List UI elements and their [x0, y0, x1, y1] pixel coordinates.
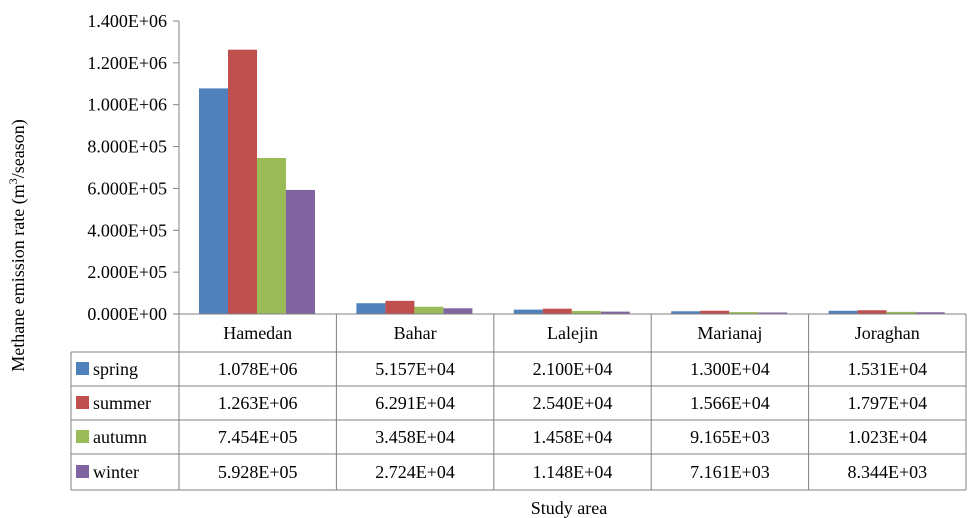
bar-spring — [671, 311, 701, 314]
data-label: 1.148E+04 — [533, 462, 613, 482]
bar-autumn — [729, 312, 759, 314]
y-axis: 0.000E+00 2.000E+05 4.000E+05 6.000E+05 8.00… — [87, 11, 180, 324]
bar-summer — [228, 49, 257, 314]
data-label: 1.797E+04 — [847, 393, 927, 413]
y-tick-label: 1.400E+06 — [87, 11, 167, 31]
y-axis-label-text-end: /season) — [8, 119, 29, 178]
data-label: 1.531E+04 — [847, 359, 927, 379]
y-axis-label-text: Methane emission rate (m — [8, 184, 29, 371]
data-label: 3.458E+04 — [375, 427, 455, 447]
legend-label-autumn: autumn — [93, 427, 147, 447]
x-tick-label: Bahar — [394, 323, 437, 343]
bars — [199, 49, 945, 314]
bar-summer — [857, 310, 887, 314]
legend-swatch-winter — [76, 465, 89, 478]
data-label: 7.161E+03 — [690, 462, 770, 482]
data-label: 1.263E+06 — [218, 393, 298, 413]
data-label: 1.458E+04 — [533, 427, 613, 447]
bar-spring — [199, 88, 228, 314]
bar-winter — [286, 189, 315, 314]
legend-swatch-summer — [76, 396, 89, 409]
y-tick-label: 8.000E+05 — [87, 137, 167, 157]
bar-spring — [513, 309, 543, 314]
data-label: 5.928E+05 — [218, 462, 298, 482]
y-tick-label: 1.200E+06 — [87, 53, 167, 73]
y-tick-label: 4.000E+05 — [87, 220, 167, 240]
data-label: 8.344E+03 — [847, 462, 927, 482]
x-tick-label: Joraghan — [855, 323, 920, 343]
data-label: 2.100E+04 — [533, 359, 613, 379]
bar-winter — [600, 311, 630, 314]
data-label: 1.023E+04 — [847, 427, 927, 447]
legend-label-spring: spring — [93, 359, 138, 379]
data-label: 9.165E+03 — [690, 427, 770, 447]
legend-label-winter: winter — [93, 462, 139, 482]
x-tick-label: Lalejin — [547, 323, 598, 343]
bar-autumn — [414, 306, 444, 314]
y-tick-label: 1.000E+06 — [87, 95, 167, 115]
data-table: Hamedan Bahar Lalejin Marianaj Joraghan sprin… — [70, 313, 967, 491]
bar-winter — [758, 312, 788, 314]
bar-summer — [385, 300, 415, 314]
data-label: 7.454E+05 — [218, 427, 298, 447]
bar-winter — [915, 312, 945, 314]
bar-spring — [356, 303, 386, 314]
x-tick-label: Hamedan — [223, 323, 292, 343]
bar-winter — [443, 308, 473, 314]
bar-autumn — [571, 310, 601, 314]
bar-autumn — [257, 157, 286, 314]
bar-spring — [828, 310, 858, 314]
y-tick-label: 0.000E+00 — [87, 304, 167, 324]
y-tick-label: 2.000E+05 — [87, 262, 167, 282]
bar-summer — [542, 308, 572, 314]
y-axis-label-superscript: 3 — [6, 178, 20, 184]
y-tick-label: 6.000E+05 — [87, 178, 167, 198]
x-axis-title: Study area — [531, 498, 607, 518]
bar-summer — [700, 310, 730, 314]
data-label: 1.078E+06 — [218, 359, 298, 379]
data-label: 1.566E+04 — [690, 393, 770, 413]
legend-label-summer: summer — [93, 393, 151, 413]
legend-swatch-spring — [76, 362, 89, 375]
data-label: 2.724E+04 — [375, 462, 455, 482]
data-label: 6.291E+04 — [375, 393, 455, 413]
y-axis-label: Methane emission rate (m3/season) — [6, 119, 29, 371]
y-axis-title: Methane emission rate (m3/season) — [6, 119, 29, 371]
data-label: 1.300E+04 — [690, 359, 770, 379]
x-tick-label: Marianaj — [697, 323, 762, 343]
bar-autumn — [886, 311, 916, 314]
data-label: 2.540E+04 — [533, 393, 613, 413]
legend-swatch-autumn — [76, 430, 89, 443]
data-label: 5.157E+04 — [375, 359, 455, 379]
